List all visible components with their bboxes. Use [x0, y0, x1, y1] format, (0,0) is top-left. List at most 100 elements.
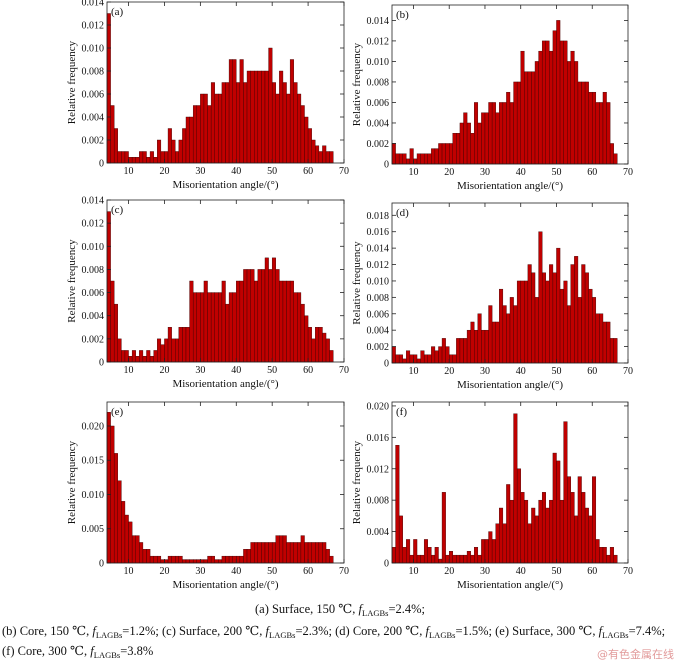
- histogram-bar: [189, 280, 194, 363]
- histogram-bar: [592, 297, 597, 364]
- histogram-bar: [146, 350, 151, 363]
- y-tick-label: 0.008: [367, 77, 390, 88]
- x-tick-label: 30: [195, 566, 205, 577]
- histogram-bar: [613, 338, 618, 364]
- histogram-bar: [463, 112, 468, 165]
- figure-panels: 10 20 30 40 50 60 70 0 0.002 0.004 0.006 0.008 0.010…: [66, 0, 633, 591]
- histogram-bar: [214, 292, 219, 363]
- x-axis-label: Misorientation angle/(°): [457, 180, 563, 192]
- histogram-bar: [420, 554, 425, 564]
- panel-label: (d): [396, 207, 409, 219]
- histogram-bar: [304, 116, 309, 164]
- histogram-bar: [581, 264, 586, 364]
- panel-label: (b): [396, 9, 409, 21]
- histogram-bar: [254, 542, 259, 564]
- histogram-bar: [456, 554, 461, 564]
- x-tick-label: 30: [480, 167, 490, 178]
- histogram-bar: [470, 321, 475, 364]
- histogram-bar: [599, 313, 604, 364]
- histogram-bar: [609, 143, 614, 165]
- histogram-bar: [297, 292, 302, 363]
- histogram-bar: [322, 332, 327, 363]
- y-tick-label: 0.006: [82, 288, 105, 299]
- watermark: @有色金属在线: [597, 648, 674, 661]
- y-tick-label: 0.020: [82, 421, 105, 432]
- histogram-bar: [466, 551, 471, 564]
- histogram-bar: [243, 269, 248, 363]
- x-tick-label: 70: [339, 166, 349, 177]
- histogram-bar: [470, 133, 475, 165]
- x-tick-label: 40: [516, 167, 526, 178]
- histogram-bar: [434, 350, 439, 364]
- histogram-bar: [171, 555, 176, 564]
- histogram-bar: [398, 153, 403, 165]
- histogram-bar: [225, 555, 230, 564]
- histogram-bar: [121, 501, 126, 564]
- histogram-bar: [524, 280, 529, 364]
- histogram-bar: [243, 82, 248, 164]
- x-tick-label: 10: [124, 566, 134, 577]
- histogram-bar: [584, 507, 589, 564]
- y-tick-label: 0: [384, 359, 389, 370]
- histogram-bar: [135, 157, 140, 164]
- histogram-bar: [595, 102, 600, 165]
- y-tick-label: 0.016: [367, 227, 390, 238]
- y-tick-label: 0.012: [82, 21, 105, 32]
- histogram-bar: [438, 558, 443, 564]
- histogram-bar: [297, 542, 302, 564]
- histogram-bar: [602, 91, 607, 165]
- histogram-bar: [466, 122, 471, 165]
- histogram-bar: [599, 547, 604, 564]
- histogram-bar: [157, 555, 162, 564]
- y-tick-label: 0.002: [82, 334, 105, 345]
- histogram-bar: [588, 515, 593, 564]
- histogram-bar: [322, 145, 327, 164]
- histogram-bar: [146, 157, 151, 164]
- histogram-bar: [570, 492, 575, 564]
- y-tick-label: 0.010: [82, 242, 105, 253]
- histogram-bar: [146, 549, 151, 564]
- histogram-bar: [563, 421, 568, 564]
- x-tick-label: 20: [444, 366, 454, 377]
- caption-f: (f) Core, 300 ℃, fLAGBs=3.8%: [2, 644, 154, 660]
- x-axis-label: Misorientation angle/(°): [172, 579, 278, 591]
- histogram-bar: [124, 350, 129, 363]
- histogram-bar: [599, 102, 604, 165]
- histogram-bar: [297, 93, 302, 164]
- histogram-bar: [413, 539, 418, 564]
- histogram-bar: [456, 338, 461, 364]
- histogram-bar: [117, 151, 122, 164]
- histogram-bar: [395, 153, 400, 165]
- histogram-bar: [221, 555, 226, 564]
- histogram-bar: [516, 81, 521, 165]
- histogram-bar: [552, 452, 557, 564]
- histogram-bar: [246, 70, 251, 164]
- histogram-bar: [445, 346, 450, 364]
- histogram-bar: [409, 148, 414, 165]
- histogram-bar: [445, 143, 450, 165]
- histogram-bar: [516, 468, 521, 564]
- histogram-bar: [192, 105, 197, 164]
- histogram-bar: [164, 151, 169, 164]
- caption-line-b-e: (b) Core, 150 ℃, fLAGBs=1.2%; (c) Surfac…: [2, 624, 666, 640]
- y-tick-label: 0.006: [82, 90, 105, 101]
- histogram-bar: [552, 30, 557, 165]
- histogram-bar: [513, 413, 518, 564]
- histogram-bar: [495, 321, 500, 364]
- histogram-bar: [153, 157, 158, 164]
- histogram-bar: [567, 61, 571, 165]
- y-tick-label: 0.008: [367, 496, 390, 507]
- histogram-bar: [167, 327, 172, 363]
- histogram-bar: [275, 535, 280, 564]
- histogram-bar: [495, 523, 500, 564]
- histogram-bar: [121, 151, 126, 164]
- histogram-bar: [502, 523, 507, 564]
- histogram-bar: [520, 280, 525, 364]
- histogram-bar: [185, 116, 190, 164]
- x-tick-label: 30: [195, 365, 205, 376]
- histogram-bar: [449, 551, 453, 564]
- histogram-bar: [423, 539, 428, 564]
- histogram-bar: [207, 292, 212, 363]
- histogram-bar: [192, 559, 197, 564]
- y-tick-label: 0.006: [367, 309, 390, 320]
